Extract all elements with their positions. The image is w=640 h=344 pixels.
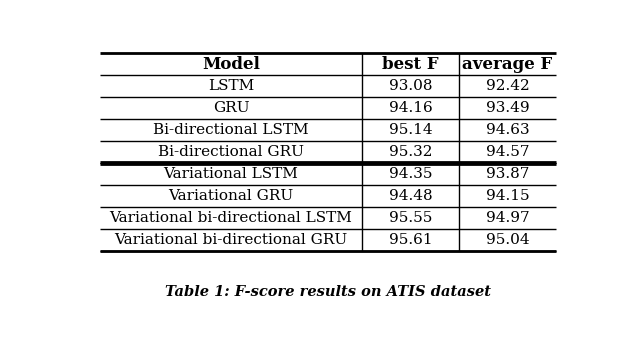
Text: Bi-directional LSTM: Bi-directional LSTM <box>153 123 309 137</box>
Text: 94.63: 94.63 <box>486 123 529 137</box>
Text: 95.61: 95.61 <box>388 233 433 247</box>
Text: Variational bi-directional GRU: Variational bi-directional GRU <box>115 233 348 247</box>
Text: Variational GRU: Variational GRU <box>168 189 294 203</box>
Text: 94.15: 94.15 <box>486 189 529 203</box>
Text: 93.87: 93.87 <box>486 167 529 181</box>
Text: 94.48: 94.48 <box>388 189 433 203</box>
Text: Variational bi-directional LSTM: Variational bi-directional LSTM <box>109 211 353 225</box>
Text: average F: average F <box>463 56 553 73</box>
Text: GRU: GRU <box>212 101 250 115</box>
Text: 93.08: 93.08 <box>389 79 433 93</box>
Text: LSTM: LSTM <box>208 79 254 93</box>
Text: Model: Model <box>202 56 260 73</box>
Text: 95.04: 95.04 <box>486 233 529 247</box>
Text: 94.97: 94.97 <box>486 211 529 225</box>
Text: Table 1: F-score results on ATIS dataset: Table 1: F-score results on ATIS dataset <box>165 284 491 299</box>
Text: 94.57: 94.57 <box>486 145 529 159</box>
Text: 94.16: 94.16 <box>388 101 433 115</box>
Text: Bi-directional GRU: Bi-directional GRU <box>158 145 304 159</box>
Text: 95.14: 95.14 <box>388 123 433 137</box>
Text: best F: best F <box>382 56 439 73</box>
Text: 95.55: 95.55 <box>389 211 432 225</box>
Text: Variational LSTM: Variational LSTM <box>164 167 298 181</box>
Text: 93.49: 93.49 <box>486 101 529 115</box>
Text: 94.35: 94.35 <box>389 167 433 181</box>
Text: 95.32: 95.32 <box>389 145 433 159</box>
Text: 92.42: 92.42 <box>486 79 529 93</box>
